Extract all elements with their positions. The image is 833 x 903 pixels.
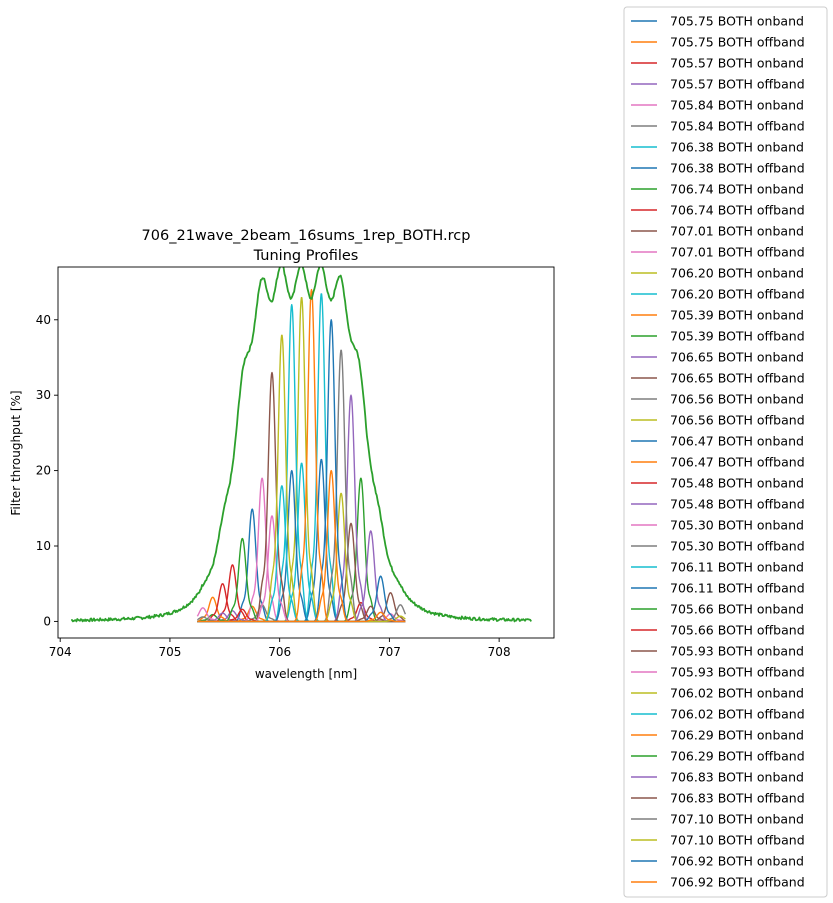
legend-label: 706.02 BOTH onband: [670, 686, 804, 701]
legend-label: 707.10 BOTH onband: [670, 812, 804, 827]
legend-label: 705.30 BOTH onband: [670, 518, 804, 533]
legend-label: 706.29 BOTH offband: [670, 749, 805, 764]
legend-label: 706.92 BOTH onband: [670, 854, 804, 869]
legend-label: 706.11 BOTH onband: [670, 560, 804, 575]
plot-frame: [57, 266, 555, 639]
x-tick-label: 706: [268, 645, 291, 659]
legend-label: 706.83 BOTH offband: [670, 791, 805, 806]
legend-label: 705.30 BOTH offband: [670, 539, 805, 554]
y-tick-label: 40: [36, 313, 51, 327]
legend-label: 706.74 BOTH offband: [670, 203, 805, 218]
legend-label: 706.02 BOTH offband: [670, 707, 805, 722]
legend-label: 706.20 BOTH offband: [670, 287, 805, 302]
x-tick-label: 705: [158, 645, 181, 659]
legend-label: 705.75 BOTH offband: [670, 35, 805, 50]
y-tick-label: 10: [36, 539, 51, 553]
legend: 705.75 BOTH onband 705.75 BOTH offband 705…: [623, 6, 828, 898]
legend-label: 706.38 BOTH onband: [670, 140, 804, 155]
legend-label: 706.65 BOTH offband: [670, 371, 805, 386]
series-line: [197, 477, 406, 623]
x-axis: 704 705 706 707 708: [49, 638, 511, 659]
legend-label: 705.39 BOTH onband: [670, 308, 804, 323]
y-tick-label: 0: [43, 614, 51, 628]
legend-label: 705.66 BOTH onband: [670, 602, 804, 617]
legend-label: 706.56 BOTH onband: [670, 392, 804, 407]
series-line: [197, 477, 406, 623]
legend-label: 705.39 BOTH offband: [670, 329, 805, 344]
legend-label: 706.92 BOTH offband: [670, 875, 805, 890]
legend-label: 706.74 BOTH onband: [670, 182, 804, 197]
x-axis-label: wavelength [nm]: [255, 667, 357, 681]
legend-label: 706.56 BOTH offband: [670, 413, 805, 428]
legend-label: 705.57 BOTH onband: [670, 56, 804, 71]
legend-label: 705.48 BOTH offband: [670, 497, 805, 512]
legend-label: 705.84 BOTH offband: [670, 119, 805, 134]
legend-label: 706.20 BOTH onband: [670, 266, 804, 281]
series-line: [197, 611, 406, 623]
x-tick-label: 708: [488, 645, 511, 659]
series-layer: [70, 267, 532, 623]
legend-label: 707.10 BOTH offband: [670, 833, 805, 848]
legend-label: 705.93 BOTH onband: [670, 644, 804, 659]
legend-label: 707.01 BOTH onband: [670, 224, 804, 239]
y-tick-label: 30: [36, 388, 51, 402]
series-line: [197, 288, 406, 623]
y-tick-label: 20: [36, 464, 51, 478]
chart-subtitle: Tuning Profiles: [253, 248, 359, 264]
legend-label: 705.84 BOTH onband: [670, 98, 804, 113]
legend-label: 707.01 BOTH offband: [670, 245, 805, 260]
legend-label: 706.47 BOTH onband: [670, 434, 804, 449]
legend-label: 706.83 BOTH onband: [670, 770, 804, 785]
y-axis: 0 10 20 30 40: [36, 313, 58, 628]
y-axis-label: Filter throughput [%]: [9, 390, 23, 515]
legend-label: 706.65 BOTH onband: [670, 350, 804, 365]
series-line: [70, 267, 532, 623]
legend-label: 705.57 BOTH offband: [670, 77, 805, 92]
x-tick-label: 707: [378, 645, 401, 659]
legend-label: 705.75 BOTH onband: [670, 14, 804, 29]
x-tick-label: 704: [49, 645, 72, 659]
legend-label: 705.48 BOTH onband: [670, 476, 804, 491]
legend-label: 706.29 BOTH onband: [670, 728, 804, 743]
legend-label: 706.47 BOTH offband: [670, 455, 805, 470]
legend-frame: [623, 6, 828, 898]
chart-title: 706_21wave_2beam_16sums_1rep_BOTH.rcp: [142, 228, 471, 244]
legend-label: 706.38 BOTH offband: [670, 161, 805, 176]
series-line: [197, 334, 406, 623]
legend-label: 705.93 BOTH offband: [670, 665, 805, 680]
legend-label: 705.66 BOTH offband: [670, 623, 805, 638]
series-line: [197, 469, 406, 623]
legend-label: 706.11 BOTH offband: [670, 581, 805, 596]
